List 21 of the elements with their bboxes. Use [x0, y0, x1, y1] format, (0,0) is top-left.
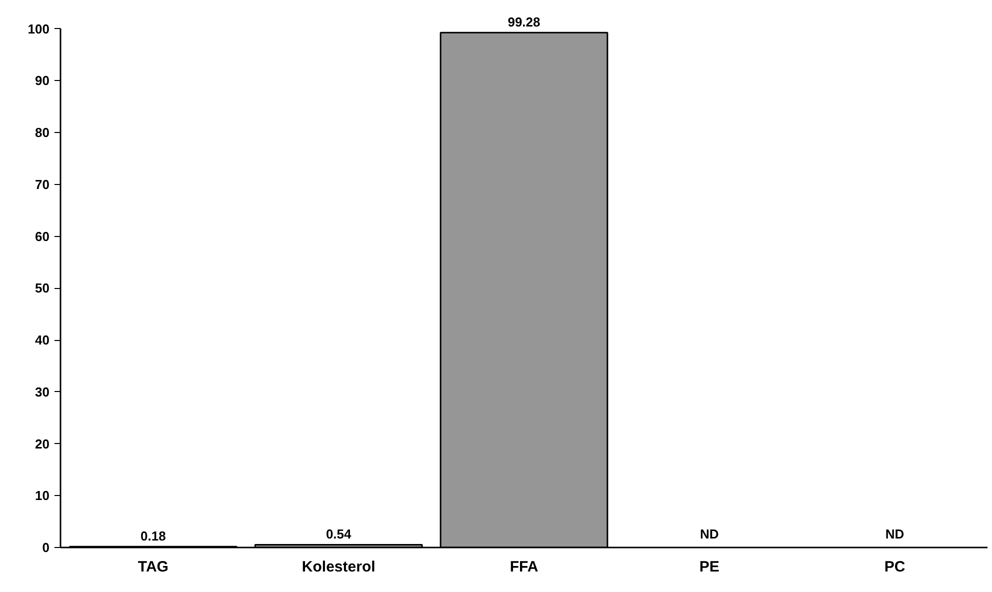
x-tick-label: Kolesterol — [302, 558, 376, 576]
x-tick-label: TAG — [138, 558, 168, 576]
data-label: 0.54 — [326, 526, 352, 542]
text: ND — [885, 526, 904, 542]
y-tick-label: 40 — [35, 332, 50, 348]
y-tick-label: 10 — [35, 488, 50, 504]
x-tick-label: FFA — [510, 558, 538, 576]
y-tick-label: 70 — [35, 176, 50, 192]
y-tick-label: 90 — [35, 73, 50, 88]
y-tick-label: 60 — [35, 228, 50, 244]
x-tick-label: PE — [699, 558, 720, 576]
text: ND — [700, 526, 719, 542]
y-tick-label: 100 — [28, 21, 50, 36]
y-tick-label: 20 — [35, 436, 50, 452]
y-tick-label: 30 — [35, 384, 50, 400]
data-label: 0.18 — [140, 528, 166, 544]
y-tick-label: 50 — [35, 280, 50, 296]
data-label: 99.28 — [508, 14, 540, 30]
y-tick-label: 80 — [35, 125, 50, 140]
x-tick-label: PC — [884, 558, 906, 576]
y-tick-label: 0 — [42, 540, 50, 555]
